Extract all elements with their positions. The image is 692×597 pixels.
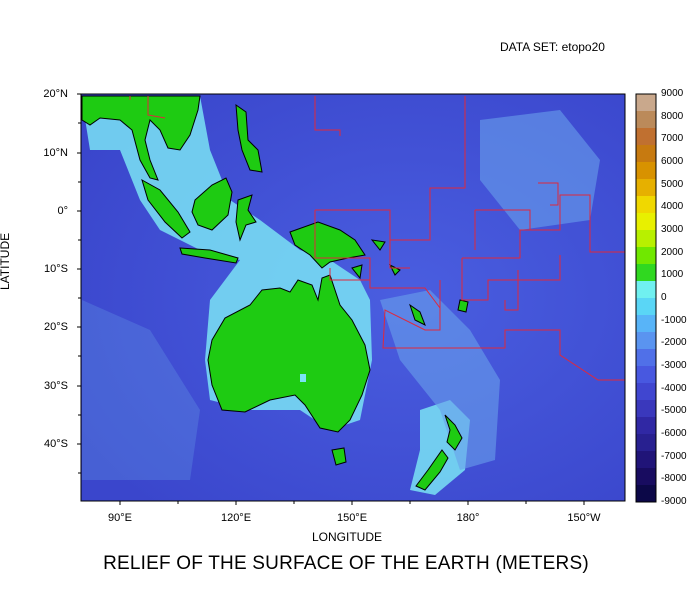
colorbar-swatch <box>636 145 656 163</box>
borneo <box>191 177 233 231</box>
colorbar-label: -7000 <box>661 450 687 462</box>
colorbar-swatch <box>636 332 656 350</box>
indochina <box>81 95 201 181</box>
philippines <box>235 103 263 173</box>
australia <box>207 274 371 433</box>
java <box>179 247 239 264</box>
colorbar-swatch <box>636 94 656 112</box>
colorbar-swatch <box>636 417 656 435</box>
lon-label: 180° <box>456 512 480 524</box>
lat-label: 20°N <box>43 88 68 100</box>
colorbar-swatch <box>636 400 656 418</box>
lon-label: 90°E <box>108 512 132 524</box>
colorbar-label: -2000 <box>661 337 687 349</box>
lat-label: 10°N <box>43 147 68 159</box>
colorbar-swatch <box>636 281 656 299</box>
colorbar-swatch <box>636 434 656 452</box>
colorbar-label: 3000 <box>661 224 684 235</box>
colorbar-swatch <box>636 383 656 401</box>
colorbar-frame <box>635 93 657 503</box>
new-zealand-north <box>444 414 463 451</box>
lat-label: 20°S <box>44 321 68 333</box>
tasmania <box>331 447 347 466</box>
colorbar-swatch <box>636 298 656 316</box>
colorbar-label: -9000 <box>661 496 687 507</box>
colorbar-label: -1000 <box>661 314 687 326</box>
colorbar-swatch <box>636 213 656 231</box>
colorbar-label: -6000 <box>661 428 687 439</box>
colorbar-label: -8000 <box>661 473 687 485</box>
boundary-lines <box>129 96 625 381</box>
colorbar-swatch <box>636 349 656 367</box>
lon-label: 120°E <box>220 512 252 524</box>
colorbar-swatch <box>636 247 656 265</box>
dataset-label: DATA SET: etopo20 <box>500 40 605 54</box>
sulawesi <box>235 194 257 242</box>
colorbar-label: 5000 <box>661 178 684 190</box>
colorbar-label: -5000 <box>661 405 687 417</box>
colorbar-swatch <box>636 485 656 503</box>
land-masses <box>81 95 469 491</box>
colorbar-swatch <box>636 111 656 129</box>
colorbar-label: 7000 <box>661 133 684 145</box>
colorbar-swatch <box>636 366 656 384</box>
colorbar-label: -4000 <box>661 382 687 394</box>
colorbar-swatch <box>636 196 656 214</box>
sumatra <box>141 178 191 239</box>
colorbar-swatch <box>636 468 656 486</box>
lon-label: 150°E <box>336 512 368 524</box>
new-zealand-south <box>415 449 449 491</box>
lat-label: 0° <box>57 205 68 217</box>
colorbar-swatch <box>636 230 656 248</box>
axis-ticks <box>77 93 585 505</box>
x-axis-label: LONGITUDE <box>312 530 383 544</box>
colorbar-label: 1000 <box>661 269 684 281</box>
colorbar-label: 2000 <box>661 246 684 258</box>
colorbar-swatch <box>636 128 656 146</box>
lon-label: 150°W <box>567 512 601 524</box>
lat-label: 30°S <box>44 380 68 392</box>
colorbar-label: 0 <box>661 292 667 303</box>
lat-label: 10°S <box>44 263 68 275</box>
colorbar-swatch <box>636 179 656 197</box>
colorbar <box>635 93 657 503</box>
colorbar-label: 9000 <box>661 88 684 99</box>
lat-label: 40°S <box>44 438 68 450</box>
colorbar-label: -3000 <box>661 360 687 371</box>
colorbar-swatch <box>636 264 656 282</box>
colorbar-label: 4000 <box>661 201 684 213</box>
lake-eyre <box>300 374 306 382</box>
y-axis-label: LATITUDE <box>0 232 12 290</box>
colorbar-swatch <box>636 315 656 333</box>
colorbar-label: 6000 <box>661 156 684 167</box>
colorbar-label: 8000 <box>661 110 684 122</box>
colorbar-swatch <box>636 451 656 469</box>
mid-depth-ridges <box>82 110 600 480</box>
colorbar-swatch <box>636 162 656 180</box>
figure-title: RELIEF OF THE SURFACE OF THE EARTH (METE… <box>103 553 589 574</box>
